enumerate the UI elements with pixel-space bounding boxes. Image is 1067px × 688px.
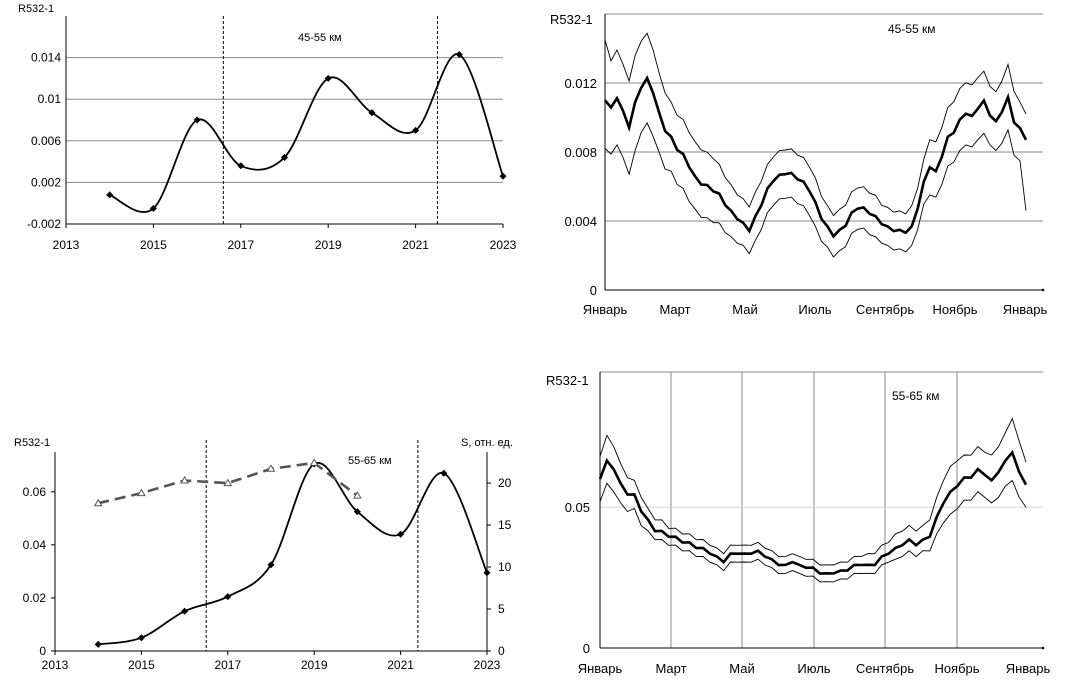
data-point: [94, 640, 102, 648]
y-tick-label: 0.05: [565, 500, 590, 515]
y-tick-label: 0.06: [23, 485, 47, 499]
x-tick-label: 2019: [315, 238, 342, 252]
y-tick-label: 0.008: [564, 145, 597, 160]
y2-tick-label: 10: [498, 560, 512, 574]
data-point: [455, 50, 463, 59]
y2-tick-label: 20: [498, 476, 512, 490]
data-point: [181, 607, 189, 615]
data-point-triangle: [93, 498, 103, 507]
y-tick-label: 0: [39, 644, 46, 658]
data-point: [106, 191, 114, 199]
y-tick-label: 0.002: [31, 175, 61, 189]
series-upper: [604, 32, 1027, 217]
y-axis-label: R532-1: [546, 373, 589, 388]
chart-top-right-seasonal-45-55: 0 0.004 0.008 0.012 Январь Март Май Июль Сентябр…: [550, 12, 1048, 317]
series-mean: [604, 75, 1028, 239]
y2-tick-label: 0: [498, 644, 505, 658]
altitude-annotation: 55-65 км: [348, 455, 392, 467]
x-tick-label: Март: [655, 661, 686, 676]
y2-axis-label: S, отн. ед.: [461, 437, 513, 449]
y-tick-label: -0.002: [27, 217, 61, 231]
y-tick-label: 0.014: [31, 51, 61, 65]
y-tick-label: 0.04: [23, 538, 47, 552]
y-axis-label: R532-1: [14, 437, 50, 449]
x-tick-label: Январь: [1006, 661, 1051, 676]
x-tick-label: 2017: [227, 238, 254, 252]
data-point: [280, 153, 289, 161]
series-line: [109, 53, 504, 213]
altitude-annotation: 45-55 км: [298, 32, 342, 44]
x-tick-label: 2015: [128, 658, 155, 672]
x-tick-label: 2013: [53, 238, 80, 252]
x-tick-label: Январь: [583, 302, 628, 317]
chart-bottom-left-interannual-55-65: 0 0.02 0.04 0.06 0 5 10 15 20 2013 2015 2017 2019 202…: [14, 437, 513, 672]
x-tick-label: Июль: [797, 661, 830, 676]
data-point: [224, 593, 232, 601]
data-point: [324, 74, 332, 82]
x-tick-label: 2017: [214, 658, 241, 672]
x-tick-label: Январь: [1003, 302, 1048, 317]
altitude-annotation: 45-55 км: [888, 22, 936, 36]
data-point-triangle: [309, 458, 319, 466]
data-point-triangle: [353, 491, 362, 499]
data-point: [397, 530, 405, 538]
y-tick-label: 0.01: [38, 92, 62, 106]
data-point-triangle: [223, 478, 233, 487]
y-tick-label: 0.006: [31, 134, 61, 148]
x-tick-label: Май: [732, 302, 757, 317]
x-tick-label: 2023: [490, 238, 517, 252]
x-tick-label: Май: [729, 661, 754, 676]
data-point: [267, 561, 275, 569]
chart-top-left-interannual-45-55: -0.002 0.002 0.006 0.01 0.014 2013 2015 2017 201…: [18, 3, 517, 252]
axis-end-dot: [1041, 646, 1045, 650]
y-tick-label: 0.012: [564, 76, 597, 91]
series-lower: [599, 479, 1027, 583]
x-tick-label: 2021: [387, 658, 414, 672]
y-tick-label: 0: [590, 283, 597, 298]
data-point: [353, 508, 361, 516]
data-point: [412, 126, 420, 134]
y2-tick-label: 5: [498, 602, 505, 616]
y-axis-label: R532-1: [18, 3, 54, 15]
x-tick-label: Ноябрь: [934, 661, 979, 676]
x-tick-label: 2021: [402, 238, 429, 252]
altitude-annotation: 55-65 км: [892, 389, 940, 403]
data-point-triangle: [266, 464, 276, 472]
data-point-triangle: [180, 476, 189, 484]
x-tick-label: Сентябрь: [856, 661, 914, 676]
x-tick-label: 2015: [140, 238, 167, 252]
series-upper: [599, 417, 1027, 566]
y2-tick-label: 15: [498, 518, 512, 532]
data-point: [149, 204, 157, 212]
y-tick-label: 0.02: [23, 591, 47, 605]
data-point: [137, 634, 145, 642]
x-tick-label: 2019: [301, 658, 328, 672]
x-tick-label: 2013: [42, 658, 69, 672]
data-point: [193, 116, 201, 124]
data-point: [368, 109, 376, 117]
y-tick-label: 0: [583, 641, 590, 656]
data-point: [483, 569, 491, 577]
data-point-triangle: [137, 488, 146, 497]
data-point: [440, 469, 448, 477]
axis-end-dot: [1041, 288, 1045, 292]
series-lower: [604, 121, 1027, 258]
y-axis-label: R532-1: [550, 12, 593, 27]
x-tick-label: Ноябрь: [932, 302, 977, 317]
data-point: [499, 172, 507, 180]
series-r532-line: [98, 461, 488, 646]
x-tick-label: 2023: [474, 658, 501, 672]
y-tick-label: 0.004: [564, 214, 597, 229]
chart-bottom-right-seasonal-55-65: 0 0.05 Январь Март Май Июль Сентябрь Ноябрь Янва…: [546, 371, 1051, 676]
x-tick-label: Январь: [578, 661, 623, 676]
x-tick-label: Сентябрь: [856, 302, 914, 317]
x-tick-label: Март: [659, 302, 690, 317]
data-point: [237, 162, 245, 170]
x-tick-label: Июль: [798, 302, 831, 317]
series-mean: [598, 449, 1028, 575]
